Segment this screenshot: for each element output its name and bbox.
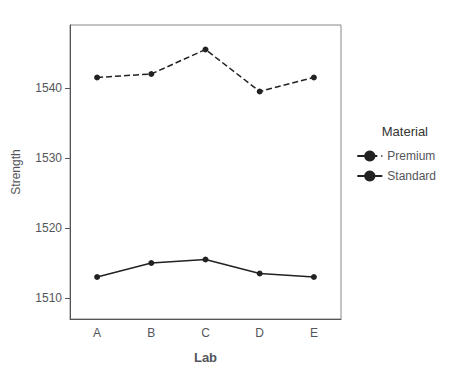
svg-text:1530: 1530 <box>35 151 62 165</box>
svg-text:Strength: Strength <box>9 149 23 194</box>
svg-text:C: C <box>201 326 210 340</box>
svg-text:Material: Material <box>382 124 428 139</box>
svg-text:D: D <box>255 326 264 340</box>
svg-text:A: A <box>93 326 101 340</box>
svg-text:Premium: Premium <box>387 149 435 163</box>
svg-text:Standard: Standard <box>387 169 436 183</box>
svg-text:1510: 1510 <box>35 291 62 305</box>
svg-text:B: B <box>147 326 155 340</box>
svg-text:1540: 1540 <box>35 81 62 95</box>
svg-text:Lab: Lab <box>194 350 217 365</box>
svg-text:1520: 1520 <box>35 221 62 235</box>
svg-text:E: E <box>310 326 318 340</box>
